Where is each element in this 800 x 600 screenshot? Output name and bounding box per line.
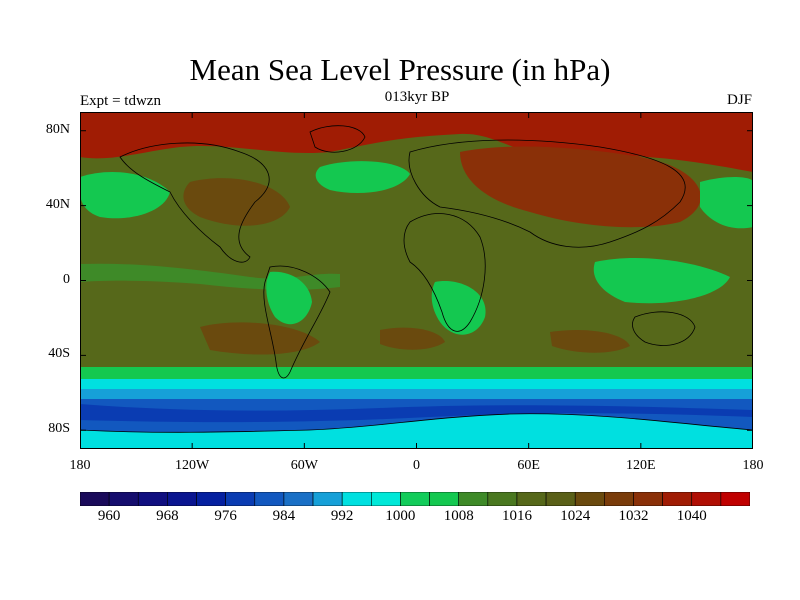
experiment-label: Expt = tdwzn (80, 93, 161, 109)
colorbar-swatch (167, 492, 197, 506)
lon-tick-label: 0 (413, 458, 420, 473)
colorbar-swatch (633, 492, 663, 506)
north-america-high (183, 178, 290, 226)
lon-tick-label: 60W (290, 458, 318, 473)
coast-south-america (263, 265, 331, 379)
colorbar-swatch (400, 492, 430, 506)
colorbar-swatch (545, 492, 576, 506)
siberian-high-region (460, 146, 701, 228)
colorbar-label: 992 (330, 508, 354, 524)
coast-greenland (309, 125, 366, 153)
colorbar-swatch (604, 492, 634, 506)
colorbar-label: 1000 (385, 508, 416, 524)
colorbar-label: 1032 (618, 508, 649, 524)
colorbar-label: 968 (156, 508, 179, 524)
coast-eurasia (408, 139, 686, 248)
antarctic-region (80, 413, 753, 449)
lat-tick-label: 40N (45, 196, 70, 212)
coast-australia (632, 311, 696, 346)
south-america-low (266, 271, 312, 325)
coastlines (80, 125, 753, 433)
colorbar-swatch (341, 492, 372, 506)
colorbar-label: 1040 (676, 508, 707, 524)
coast-antarctica (80, 413, 753, 433)
colorbar-label: 976 (214, 508, 237, 524)
colorbar-label: 1016 (501, 508, 532, 524)
colorbar-label: 984 (272, 508, 296, 524)
colorbar-swatch (429, 492, 459, 506)
colorbar (80, 492, 750, 506)
southern-band-green (80, 367, 753, 379)
colorbar-swatch (312, 492, 343, 506)
colorbar-swatch (80, 492, 110, 506)
colorbar-swatch (487, 492, 518, 506)
map-title: Mean Sea Level Pressure (in hPa) (189, 52, 611, 87)
colorbar-label: 1008 (443, 508, 474, 524)
south-atlantic-high (380, 327, 445, 350)
southern-band-cyan (80, 379, 753, 389)
colorbar-swatch (458, 492, 489, 506)
lon-tick-label: 180 (742, 458, 764, 473)
colorbar-swatch (720, 492, 750, 506)
south-pacific-high (200, 322, 320, 355)
colorbar-label: 1024 (560, 508, 591, 524)
colorbar-swatch (254, 492, 285, 506)
aleutian-low-east (700, 177, 753, 229)
colorbar-swatch (108, 492, 139, 506)
colorbar-swatch (516, 492, 547, 506)
colorbar-swatch (225, 492, 256, 506)
colorbar-swatch (283, 492, 314, 506)
colorbar-swatch (371, 492, 401, 506)
colorbar-swatch (196, 492, 226, 506)
lat-tick-label: 80N (45, 121, 70, 137)
season-label: DJF (726, 92, 752, 108)
lon-tick-label: 60E (517, 458, 540, 473)
southern-band-lightblue (80, 389, 753, 399)
colorbar-label: 960 (97, 508, 121, 524)
lon-tick-label: 120E (626, 458, 656, 473)
aleutian-low-west (80, 172, 170, 219)
colorbar-swatch (662, 492, 693, 506)
coast-north-america (119, 142, 270, 263)
axis-ticks (80, 112, 753, 449)
lat-tick-label: 80S (48, 421, 70, 437)
maritime-low (593, 257, 730, 304)
period-label: 013kyr BP (384, 89, 450, 105)
colorbar-swatch (574, 492, 605, 506)
coast-africa (403, 213, 486, 332)
colorbar-swatch (691, 492, 722, 506)
lon-tick-label: 180 (69, 458, 91, 473)
lat-tick-label: 40S (48, 346, 70, 362)
indian-ocean-high (550, 329, 630, 353)
lat-tick-label: 0 (63, 271, 70, 287)
colorbar-swatch (137, 492, 168, 506)
southern-band-deepblue (80, 404, 753, 423)
lon-tick-label: 120W (175, 458, 210, 473)
pressure-map (80, 112, 753, 449)
arctic-high-region (80, 112, 753, 172)
icelandic-low (315, 161, 410, 194)
